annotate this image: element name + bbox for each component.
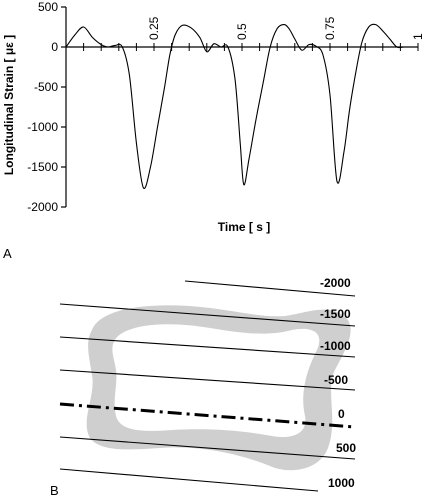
- iso-line-minus-1000: [59, 336, 356, 358]
- x-tick-label: 0.5: [235, 23, 249, 40]
- band-label-minus-1500: -1500: [320, 307, 351, 321]
- strain-time-chart: Longitudinal Strain [ με ] 500 0 -500 -1000…: [2, 0, 425, 261]
- panel-label-b: B: [50, 483, 59, 498]
- y-tick-label: 500: [38, 0, 58, 14]
- panel-label-a: A: [3, 246, 12, 261]
- bone-cross-section: [86, 305, 351, 471]
- band-label-1000: 1000: [328, 476, 355, 490]
- band-label-zero: 0: [338, 407, 345, 421]
- iso-line-minus-1500: [59, 303, 356, 327]
- strain-series-line: [65, 23, 418, 190]
- cross-section-diagram: -2000 -1500 -1000 -500 0 500 1000 B: [50, 276, 356, 498]
- y-axis: 500 0 -500 -1000 -1500 -2000: [27, 0, 67, 214]
- x-tick-label: 0.25: [147, 16, 161, 40]
- iso-line-1000: [59, 468, 319, 492]
- band-label-minus-2000: -2000: [320, 276, 351, 290]
- iso-line-500: [59, 436, 356, 460]
- neutral-axis-line: [59, 402, 356, 429]
- strain-iso-lines: [59, 280, 356, 492]
- iso-line-minus-500: [59, 369, 356, 391]
- y-tick-label: -2000: [27, 200, 58, 214]
- iso-line-minus-2000: [184, 280, 356, 297]
- x-axis: 0.25 0.5 0.75 1: [66, 16, 425, 51]
- band-label-500: 500: [336, 441, 356, 455]
- y-tick-label: -1500: [27, 160, 58, 174]
- band-label-minus-1000: -1000: [320, 339, 351, 353]
- band-label-minus-500: -500: [324, 373, 348, 387]
- y-tick-label: 0: [51, 40, 58, 54]
- x-tick-label: 1: [411, 33, 425, 40]
- y-tick-label: -1000: [27, 120, 58, 134]
- x-axis-title: Time [ s ]: [218, 220, 270, 234]
- y-tick-label: -500: [34, 80, 58, 94]
- x-tick-label: 0.75: [323, 16, 337, 40]
- y-axis-title: Longitudinal Strain [ με ]: [2, 35, 16, 175]
